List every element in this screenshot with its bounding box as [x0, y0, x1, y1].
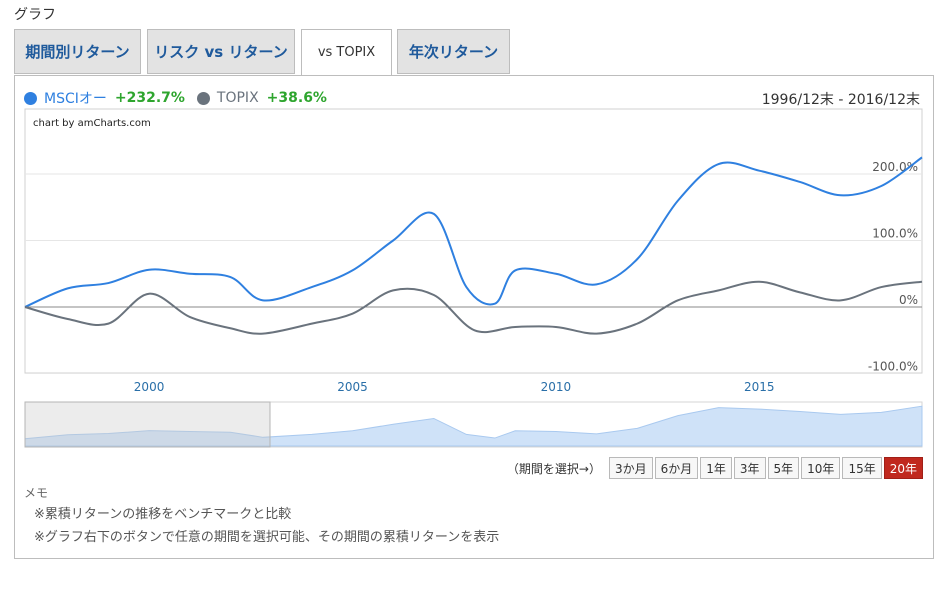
date-range: 1996/12末 - 2016/12末	[761, 92, 920, 108]
memo-title: メモ	[24, 486, 49, 500]
memo-line-1: ※累積リターンの推移をベンチマークと比較	[34, 507, 292, 522]
period-button-3y[interactable]: 3年	[733, 457, 766, 479]
period-button-10y[interactable]: 10年	[801, 457, 841, 479]
tab-annual-return[interactable]: 年次リターン	[397, 29, 510, 74]
x-tick-label: 2000	[134, 380, 165, 394]
section-title: グラフ	[14, 7, 56, 23]
period-button-20y[interactable]: 20年	[883, 457, 923, 479]
memo-line-2: ※グラフ右下のボタンで任意の期間を選択可能、その期間の累積リターンを表示	[34, 530, 500, 545]
series-line-2[interactable]	[24, 280, 923, 335]
period-button-6m[interactable]: 6か月	[654, 457, 699, 479]
y-tick-label: 100.0%	[872, 227, 918, 241]
legend-series2-name[interactable]: TOPIX	[216, 90, 259, 106]
tab-period-return[interactable]: 期間別リターン	[14, 29, 141, 74]
legend-series1-value: +232.7%	[114, 90, 185, 106]
legend-series1-name[interactable]: MSCIオー	[44, 91, 107, 107]
x-tick-label: 2015	[744, 380, 775, 394]
series-line-1[interactable]	[24, 156, 923, 308]
period-button-5y[interactable]: 5年	[767, 457, 800, 479]
period-selector: （期間を選択→） 3か月 6か月 1年 3年 5年 10年 15年 20年	[507, 457, 923, 479]
x-tick-label: 2010	[541, 380, 572, 394]
y-tick-label: -100.0%	[868, 360, 918, 374]
period-button-1y[interactable]: 1年	[700, 457, 732, 479]
y-tick-label: 0%	[899, 293, 918, 307]
period-button-15y[interactable]: 15年	[842, 457, 882, 479]
legend: MSCIオー +232.7% TOPIX +38.6%	[24, 89, 327, 107]
series1-marker-icon[interactable]	[24, 91, 37, 105]
series2-marker-icon[interactable]	[196, 91, 210, 105]
period-button-3m[interactable]: 3か月	[608, 457, 653, 479]
tab-risk-vs-return[interactable]: リスク vs リターン	[147, 29, 295, 74]
x-tick-label: 2005	[337, 380, 368, 394]
chart-credit: chart by amCharts.com	[33, 118, 151, 129]
scroller-selection-handle[interactable]	[24, 401, 271, 448]
legend-series2-value: +38.6%	[266, 90, 327, 106]
period-selector-label: （期間を選択→）	[506, 461, 601, 476]
scroller-area	[24, 405, 923, 447]
